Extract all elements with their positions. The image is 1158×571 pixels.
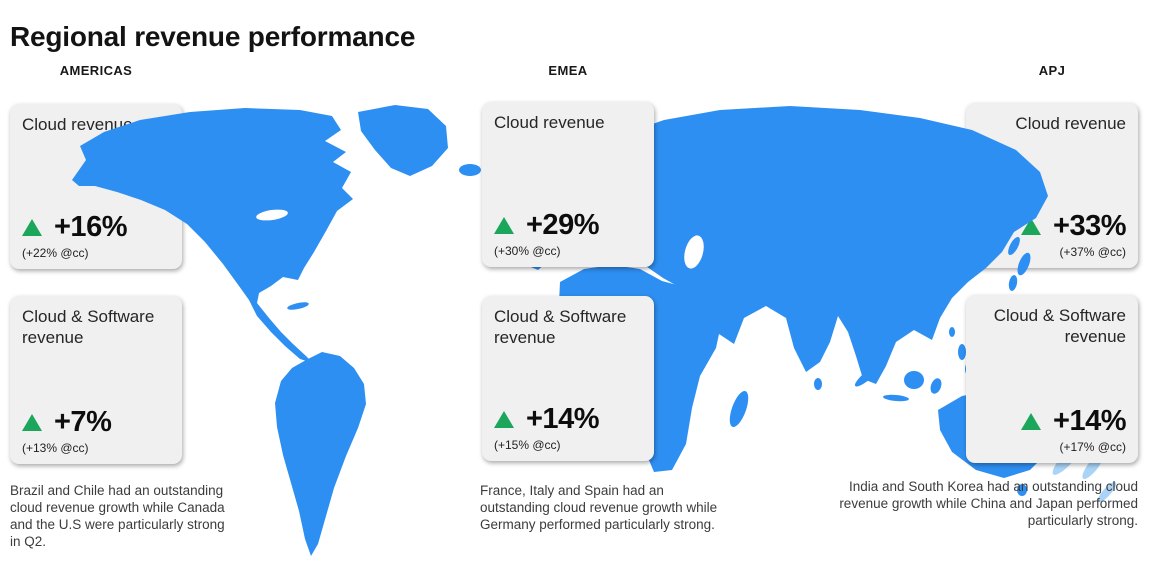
card-title: Cloud & Software revenue	[22, 307, 155, 348]
metric-value: +33%	[1053, 210, 1126, 242]
java-shape	[883, 394, 909, 402]
up-triangle-icon	[22, 414, 42, 431]
cuba-shape	[287, 302, 309, 310]
south-america-shape	[275, 352, 366, 556]
card-americas-cloud-revenue: Cloud revenue +16% (+22% @cc)	[10, 104, 182, 269]
taiwan-shape	[949, 327, 955, 337]
metric-cc-value: (+15% @cc)	[494, 438, 561, 452]
metric-cc-value: (+30% @cc)	[494, 244, 561, 258]
up-triangle-icon	[1021, 218, 1042, 235]
card-metric: +14% (+17% @cc)	[978, 405, 1126, 454]
card-emea-cloud-software-revenue: Cloud & Software revenue +14% (+15% @cc)	[482, 296, 654, 461]
card-metric: +33% (+37% @cc)	[978, 210, 1126, 259]
caspian-sea-shape	[684, 235, 704, 269]
borneo-shape	[904, 371, 924, 389]
region-label-apj: APJ	[1038, 63, 1066, 78]
card-metric: +16% (+22% @cc)	[22, 211, 170, 260]
card-title: Cloud revenue	[22, 115, 133, 134]
card-apj-cloud-software-revenue: Cloud & Software revenue +14% (+17% @cc)	[966, 295, 1138, 463]
card-metric: +7% (+13% @cc)	[22, 406, 170, 455]
up-triangle-icon	[22, 219, 42, 236]
metric-value: +29%	[526, 209, 599, 241]
metric-value: +16%	[54, 211, 127, 243]
card-metric: +14% (+15% @cc)	[494, 403, 642, 452]
metric-value: +14%	[1053, 405, 1126, 437]
great-lakes-shape	[256, 209, 288, 221]
region-label-americas: AMERICAS	[59, 63, 133, 78]
card-americas-cloud-software-revenue: Cloud & Software revenue +7% (+13% @cc)	[10, 296, 182, 464]
sumatra-shape	[854, 367, 878, 387]
region-label-emea: EMEA	[548, 63, 588, 78]
metric-value: +7%	[54, 406, 112, 438]
card-emea-cloud-revenue: Cloud revenue +29% (+30% @cc)	[482, 102, 654, 267]
up-triangle-icon	[1021, 413, 1042, 430]
sri-lanka-shape	[814, 378, 822, 390]
up-triangle-icon	[494, 217, 514, 234]
note-americas: Brazil and Chile had an outstanding clou…	[10, 483, 225, 550]
card-title: Cloud revenue	[1015, 114, 1126, 133]
page-title: Regional revenue performance	[10, 20, 416, 52]
metric-value: +14%	[526, 403, 599, 435]
philippines-shape	[958, 344, 966, 360]
metric-cc-value: (+17% @cc)	[1059, 440, 1126, 454]
iceland-shape	[459, 164, 481, 176]
greenland-shape	[358, 105, 448, 176]
card-apj-cloud-revenue: Cloud revenue +33% (+37% @cc)	[966, 103, 1138, 268]
metric-cc-value: (+22% @cc)	[22, 246, 89, 260]
sulawesi-shape	[930, 378, 942, 394]
madagascar-shape	[729, 390, 749, 428]
note-apj: India and South Korea had an outstanding…	[839, 479, 1138, 529]
card-metric: +29% (+30% @cc)	[494, 209, 642, 258]
up-triangle-icon	[494, 411, 514, 428]
metric-cc-value: (+37% @cc)	[1059, 245, 1126, 259]
card-title: Cloud revenue	[494, 113, 605, 132]
card-title: Cloud & Software revenue	[494, 307, 627, 348]
note-emea: France, Italy and Spain had an outstandi…	[480, 483, 718, 533]
metric-cc-value: (+13% @cc)	[22, 441, 89, 455]
japan-shape	[1008, 275, 1018, 291]
card-title: Cloud & Software revenue	[993, 306, 1126, 347]
